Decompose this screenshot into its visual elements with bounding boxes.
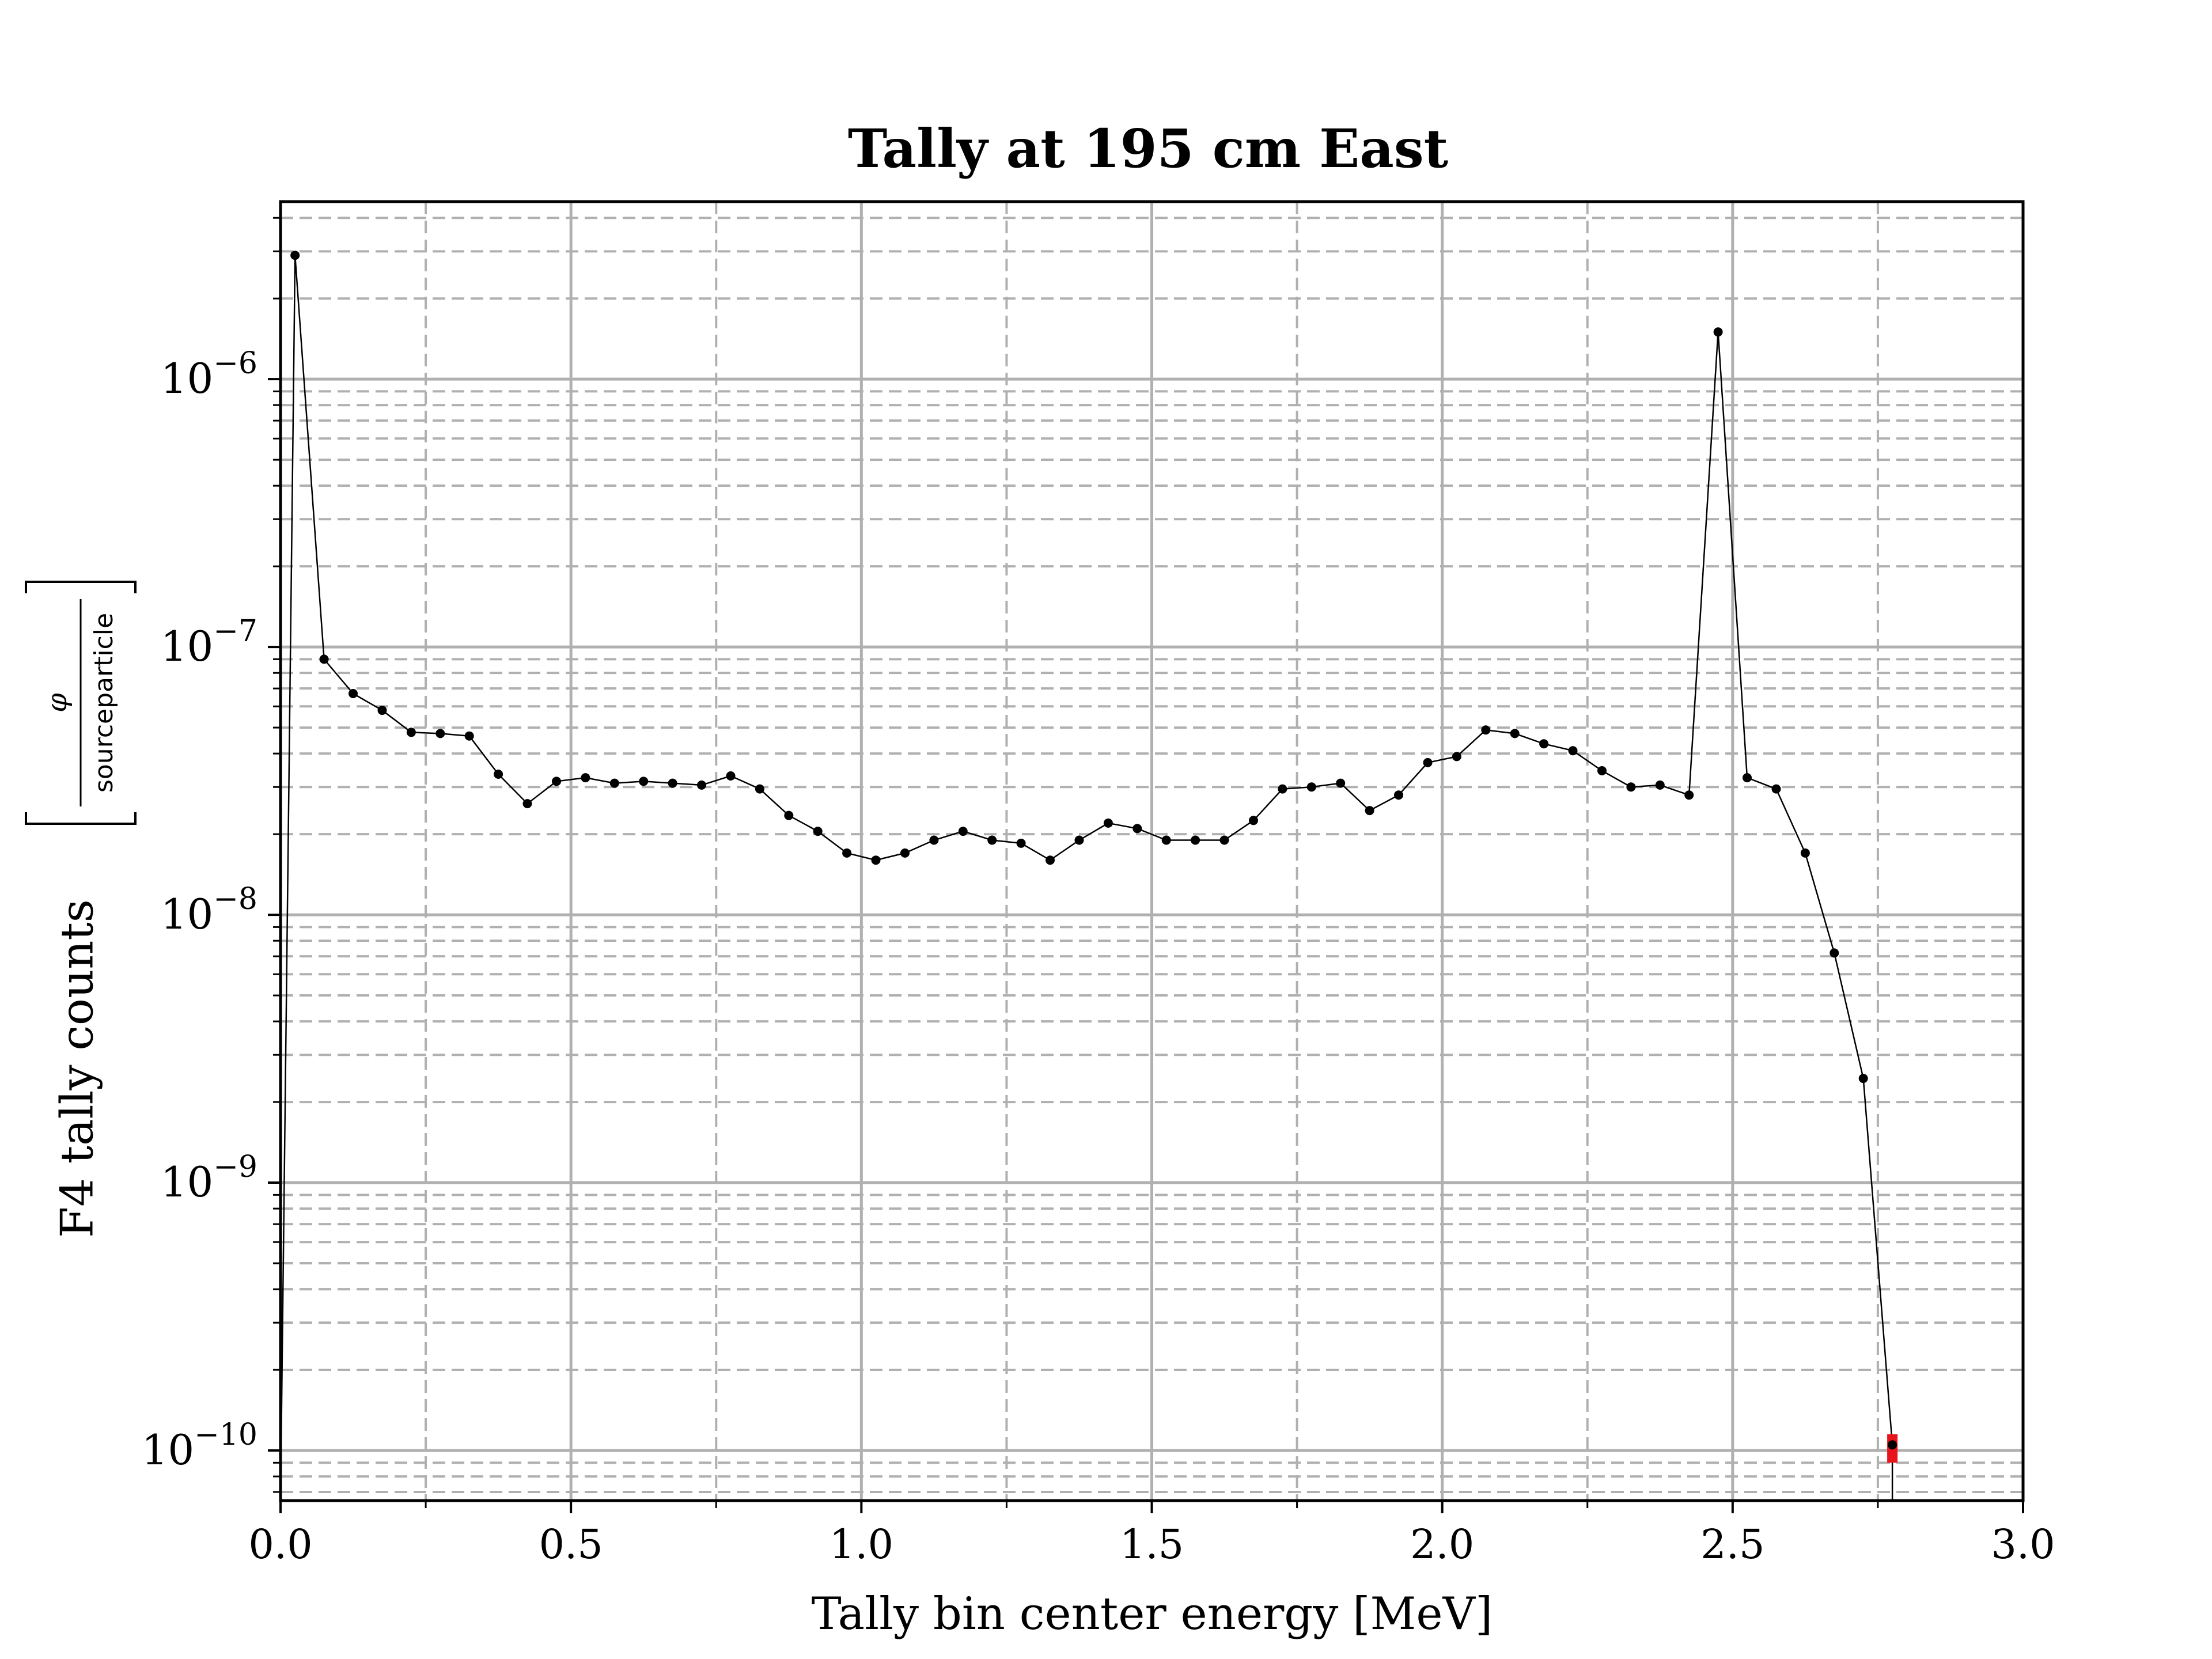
data-point: [1858, 1074, 1868, 1084]
data-point: [1626, 782, 1636, 792]
y-axis-label-left-bracket: [25, 812, 137, 825]
data-point: [784, 810, 794, 820]
x-tick-label: 2.0: [1410, 1521, 1474, 1568]
data-point: [1219, 835, 1229, 845]
data-point: [522, 799, 532, 809]
plot-frame: [279, 200, 2025, 1502]
y-tick-label: 10−10: [142, 1418, 257, 1474]
data-point: [1743, 773, 1752, 783]
data-point: [1655, 780, 1665, 790]
data-point: [1510, 729, 1520, 738]
data-point: [1597, 766, 1607, 775]
y-tick-label: 10−7: [161, 614, 257, 671]
data-point: [290, 251, 300, 260]
data-point: [813, 827, 823, 836]
data-point: [1306, 782, 1316, 792]
data-point: [755, 784, 764, 794]
data-point: [958, 827, 968, 836]
data-point: [987, 835, 997, 845]
x-tick-label: 3.0: [1991, 1521, 2055, 1568]
x-tick-label: 0.0: [248, 1521, 312, 1568]
data-point: [1161, 835, 1171, 845]
data-point: [1452, 752, 1461, 762]
data-point: [900, 848, 910, 858]
x-tick-label: 2.5: [1700, 1521, 1764, 1568]
data-point: [697, 780, 706, 790]
data-point: [609, 778, 619, 788]
chart-title: Tally at 195 cm East: [848, 118, 1449, 180]
data-point: [377, 706, 387, 715]
x-axis-label: Tally bin center energy [MeV]: [812, 1588, 1493, 1640]
data-point: [494, 770, 503, 779]
y-tick-labels: 10−10 10−9 10−8 10−7 10−6: [142, 346, 257, 1474]
data-point: [1046, 855, 1055, 865]
data-point: [319, 654, 329, 664]
data-point: [581, 773, 590, 783]
y-axis-label-text: F4 tally counts: [52, 899, 104, 1238]
data-point: [1249, 816, 1258, 825]
data-point: [929, 835, 939, 845]
data-point: [552, 777, 561, 786]
data-point: [1800, 848, 1810, 858]
y-axis-label-numerator: φ: [41, 693, 73, 713]
data-point: [1539, 739, 1549, 749]
data-point: [1394, 790, 1403, 800]
data-point: [1771, 784, 1781, 794]
data-point: [1684, 790, 1694, 800]
data-point: [1336, 778, 1346, 788]
data-point: [435, 729, 445, 738]
data-point: [871, 855, 881, 865]
data-point: [1103, 818, 1113, 828]
data-point: [1481, 725, 1491, 735]
data-point: [1365, 806, 1374, 816]
x-tick-label: 1.5: [1120, 1521, 1184, 1568]
data-point: [842, 848, 852, 858]
y-tick-label: 10−8: [161, 882, 257, 938]
x-tick-labels: 0.0 0.5 1.0 1.5 2.0 2.5 3.0: [248, 1521, 2055, 1568]
data-point: [1423, 757, 1433, 767]
data-point: [1016, 838, 1026, 848]
data-point: [1132, 824, 1142, 834]
data-point: [464, 731, 474, 741]
series-points: [290, 251, 1897, 1450]
data-point: [406, 728, 416, 737]
data-point: [1191, 835, 1200, 845]
series-line: [279, 255, 1893, 1501]
y-tick-label: 10−9: [161, 1150, 257, 1206]
x-tick-label: 1.0: [830, 1521, 893, 1568]
y-axis-label-right-bracket: [25, 581, 137, 593]
data-point: [1278, 784, 1287, 794]
y-axis-label: F4 tally counts φ sourceparticle: [25, 581, 137, 1238]
data-point: [1074, 835, 1084, 845]
series-polyline: [279, 255, 1893, 1501]
data-point: [1568, 746, 1578, 756]
data-point: [349, 689, 358, 698]
data-point: [668, 778, 677, 788]
data-point: [1888, 1440, 1897, 1450]
data-point: [726, 771, 736, 781]
y-axis-label-denominator: sourceparticle: [89, 613, 119, 793]
x-tick-label: 0.5: [539, 1521, 603, 1568]
y-tick-label: 10−6: [161, 346, 257, 403]
data-point: [1830, 948, 1839, 958]
data-point: [1713, 327, 1723, 337]
major-gridlines: [281, 202, 2023, 1501]
data-point: [639, 777, 649, 786]
